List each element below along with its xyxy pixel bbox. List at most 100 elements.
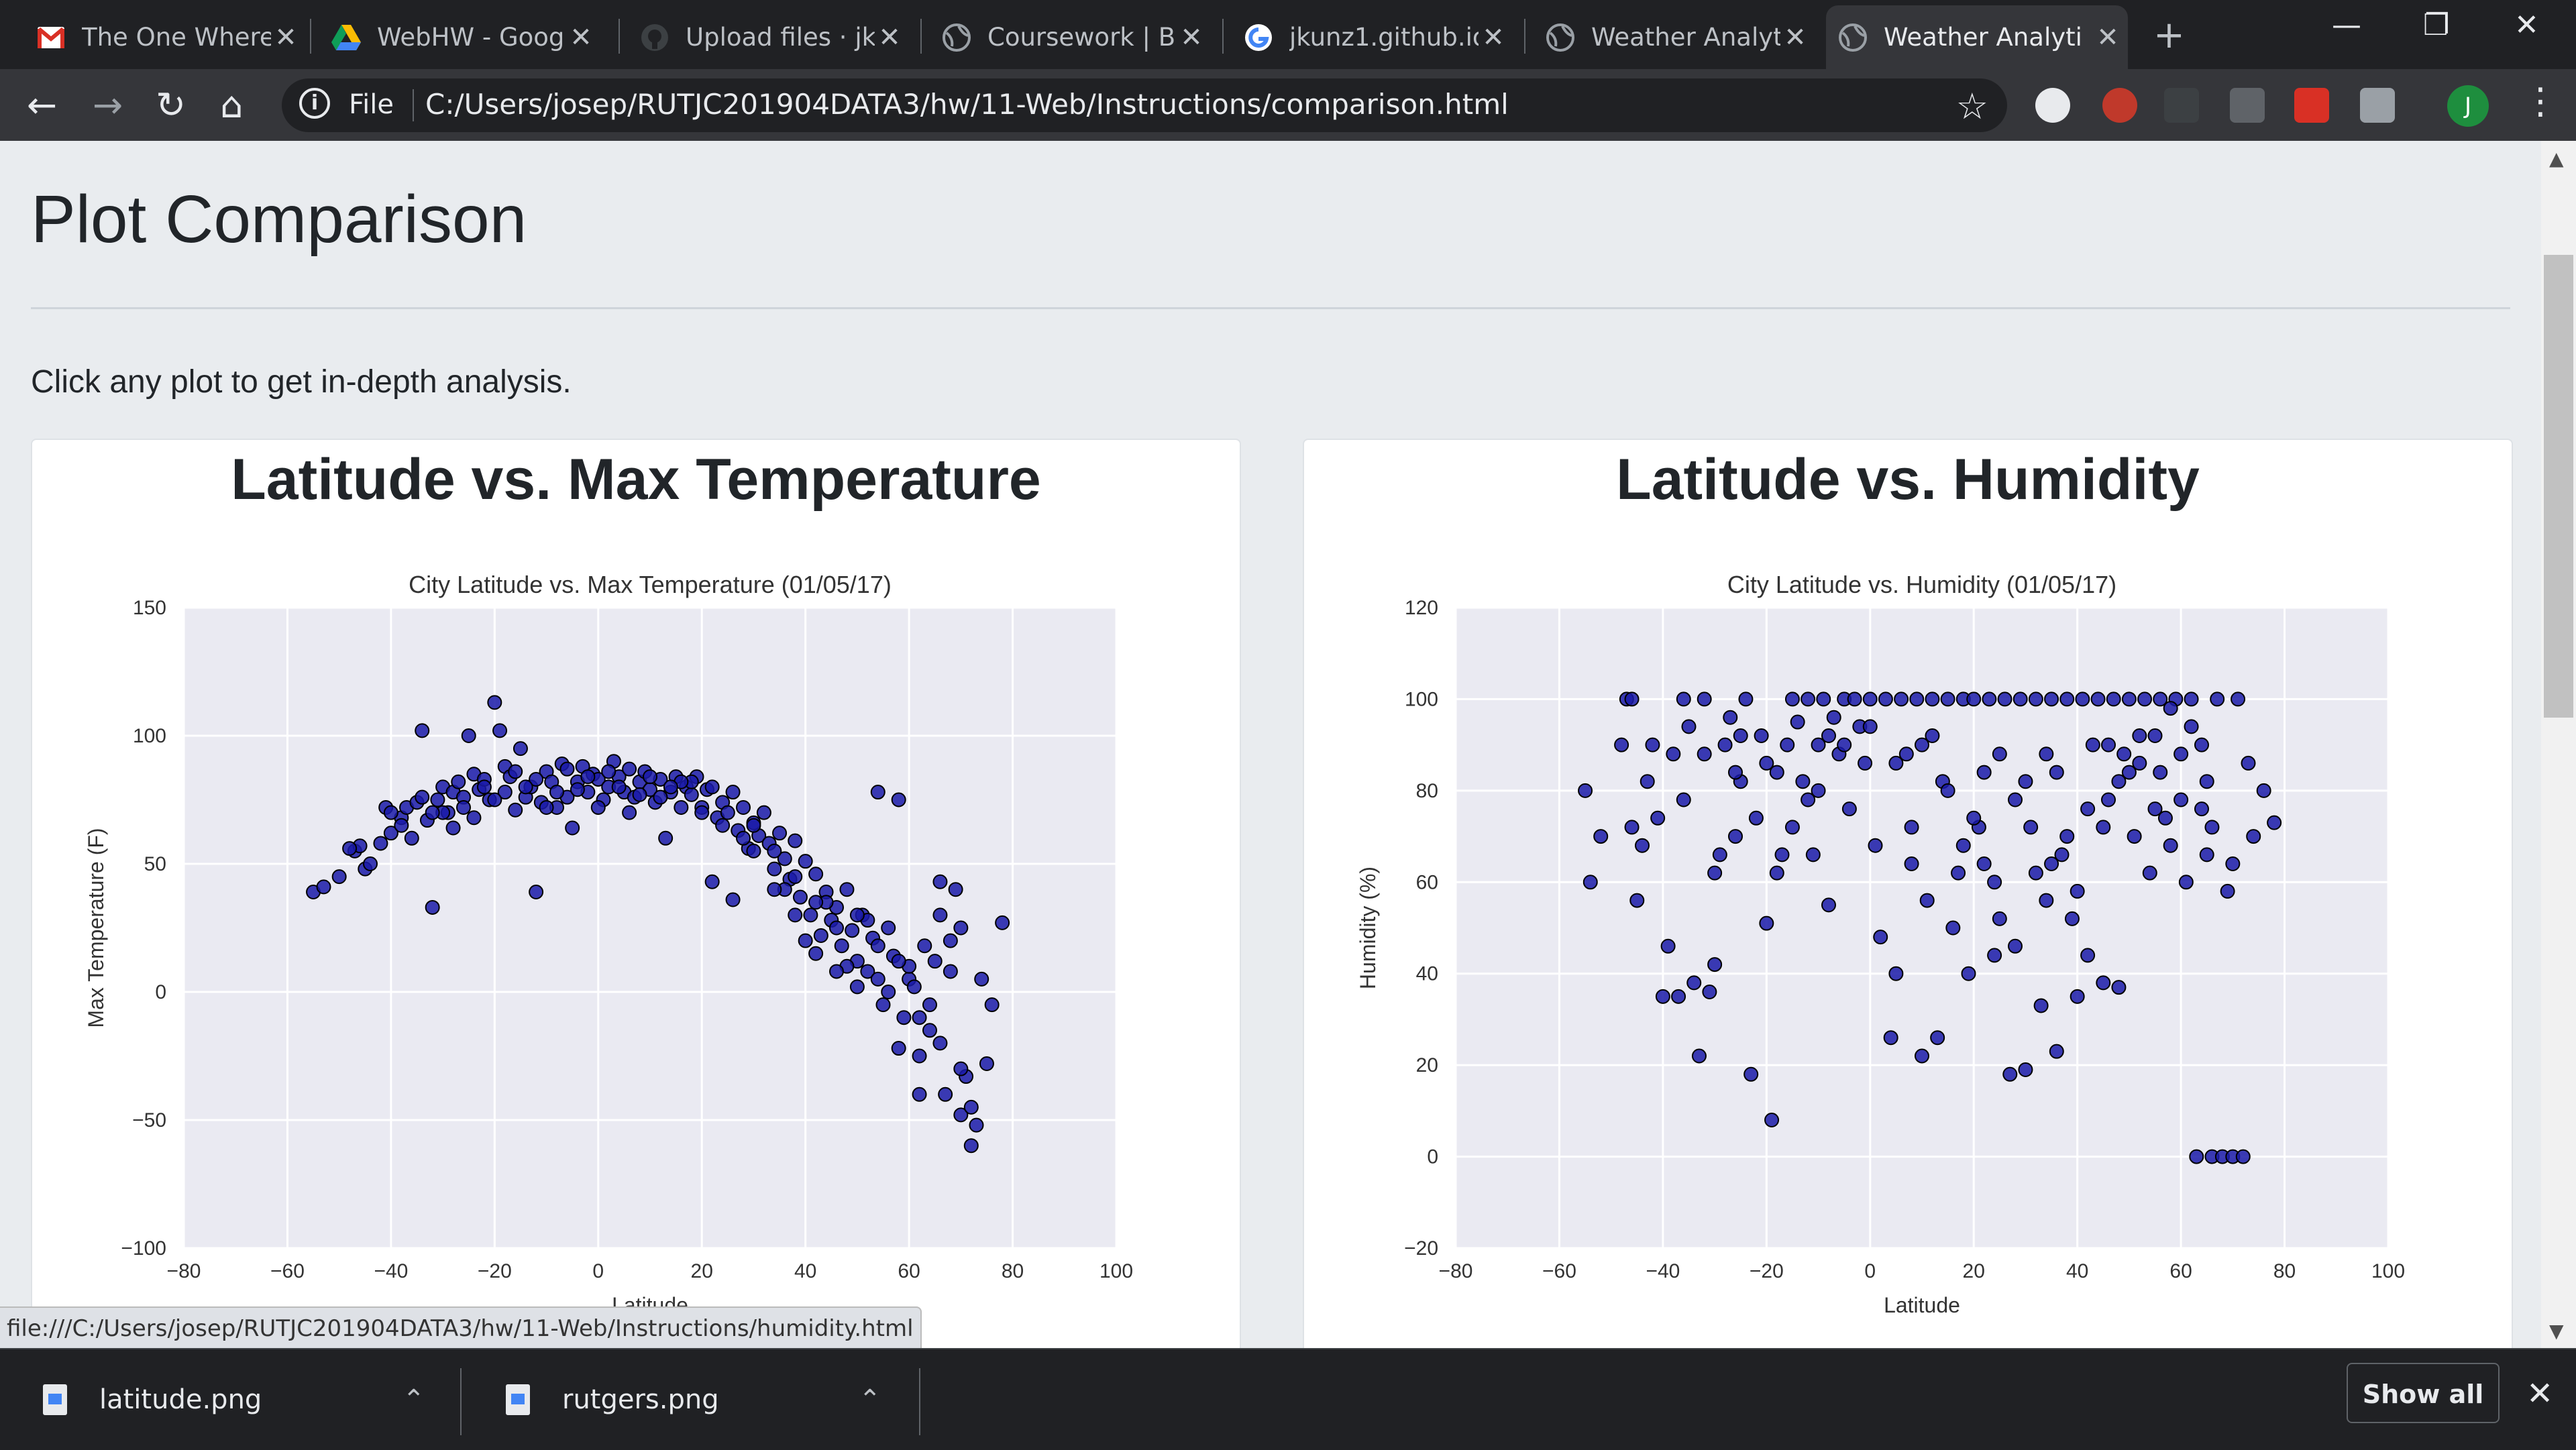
scatter-point [1909,691,1925,707]
chevron-up-icon[interactable]: ⌃ [859,1384,881,1415]
humidity-scatter-chart[interactable]: −80 −60 −40 −20 0 20 40 60 80 100 −20 0 20 40 60 80 100 1… [1304,440,2512,1348]
restore-icon[interactable]: ❐ [2423,8,2450,42]
scroll-down-icon[interactable]: ▼ [2549,1320,2564,1342]
scatter-point [2008,938,2023,954]
scatter-point [2220,883,2235,899]
pdf-extension-icon[interactable] [2294,88,2329,123]
download-item[interactable]: latitude.png ⌃ [0,1349,456,1450]
scatter-point [2147,728,2163,743]
reload-icon[interactable]: ↻ [156,84,186,126]
scrollbar-thumb[interactable] [2544,255,2573,718]
scatter-point [1992,746,2007,762]
extension-icon[interactable] [2035,88,2070,123]
plot-card-humidity[interactable]: Latitude vs. Humidity −80 −60 −40 −20 0 20 40 6… [1303,439,2513,1348]
scatter-point [1686,975,1702,991]
tab-github[interactable]: Upload files · jku ✕ [628,5,910,69]
show-all-button[interactable]: Show all [2347,1363,2500,1423]
scatter-point [788,869,803,885]
close-icon[interactable]: ✕ [1784,21,1807,53]
tab-google[interactable]: jkunz1.github.io ✕ [1232,5,1513,69]
card-heading: Latitude vs. Max Temperature [231,447,1041,512]
forward-icon[interactable]: → [93,84,123,126]
scatter-point [953,1061,969,1076]
close-icon[interactable]: ✕ [1482,21,1505,53]
scatter-point [1769,865,1784,881]
chevron-up-icon[interactable]: ⌃ [402,1384,425,1415]
scatter-point [1816,691,1831,707]
scatter-point [870,785,885,800]
scatter-point [736,830,751,846]
scatter-point [891,954,906,969]
scatter-point [2256,783,2271,798]
extension-icon[interactable] [2360,88,2395,123]
close-icon[interactable]: ✕ [570,21,592,53]
scatter-point [803,907,818,923]
scatter-point [2153,691,2168,707]
scatter-point [2121,691,2137,707]
scatter-point [2184,719,2199,734]
x-tick-label: 20 [1963,1260,1985,1282]
close-icon[interactable]: ✕ [2526,1375,2554,1412]
scatter-point [2127,829,2142,844]
url-text[interactable]: C:/Users/josep/RUTJC201904DATA3/hw/11-We… [425,88,1509,121]
window-close-icon[interactable]: ✕ [2514,8,2539,42]
download-filename: latitude.png [99,1384,262,1415]
temperature-scatter-chart[interactable]: −80 −60 −40 −20 0 20 40 60 80 100 −100 −50 0 50 100 150… [32,440,1240,1348]
tab-separator [1222,19,1224,54]
scatter-point [394,818,409,833]
github-icon [640,23,669,52]
scatter-point [948,882,963,897]
close-icon[interactable]: ✕ [274,21,297,53]
extension-icon[interactable] [2102,88,2137,123]
download-item[interactable]: rutgers.png ⌃ [463,1349,919,1450]
x-tick-label: 80 [2273,1260,2296,1282]
scatter-point [492,723,508,738]
scatter-point [363,856,378,871]
close-icon[interactable]: ✕ [878,21,901,53]
extension-icon[interactable] [2164,88,2199,123]
plot-card-temperature[interactable]: Latitude vs. Max Temperature −80 −60 −40 −2… [31,439,1241,1348]
scatter-point [425,805,440,820]
bookmark-star-icon[interactable]: ☆ [1955,85,1988,127]
close-icon[interactable]: ✕ [2096,21,2119,53]
scatter-point [466,810,482,826]
avatar[interactable]: J [2447,85,2489,127]
scroll-up-icon[interactable]: ▲ [2549,148,2564,170]
back-icon[interactable]: ← [27,84,58,126]
tab-weather-active[interactable]: Weather Analyti ✕ [1826,5,2128,69]
tab-coursework[interactable]: Coursework | Bo ✕ [930,5,1212,69]
scatter-point [2153,765,2168,780]
scatter-point [529,885,544,900]
menu-icon[interactable]: ⋮ [2522,80,2559,122]
scatter-point [580,769,596,785]
x-tick-label: 20 [691,1260,713,1282]
scatter-point [1691,1048,1707,1064]
new-tab-button[interactable]: + [2153,13,2185,57]
scatter-point [1811,737,1826,752]
scatter-point [932,874,948,889]
scatter-point [2241,755,2256,771]
tab-gmail[interactable]: The One Where ✕ [24,5,306,69]
home-icon[interactable]: ⌂ [220,84,244,126]
scatter-point [2018,1062,2033,1077]
tab-weather-1[interactable]: Weather Analyti ✕ [1534,5,1815,69]
minimize-icon[interactable]: — [2332,8,2361,42]
y-tick-label: −100 [121,1237,166,1260]
address-bar[interactable]: i File C:/Users/josep/RUTJC201904DATA3/h… [282,78,2007,132]
scatter-point [932,1036,948,1051]
drive-icon [331,23,361,52]
tab-drive[interactable]: WebHW - Goog ✕ [319,5,601,69]
info-icon[interactable]: i [299,88,330,119]
globe-icon [942,23,971,52]
y-tick-label: −50 [132,1109,166,1131]
scatter-point [1915,1048,1929,1064]
close-icon[interactable]: ✕ [1180,21,1203,53]
scatter-point [2142,865,2157,881]
scatter-point [487,695,502,710]
scatter-point [1805,847,1821,862]
scatter-point [2070,883,2085,899]
scatter-point [559,761,575,777]
pdf-extension-icon[interactable] [2230,88,2265,123]
scatter-point [891,792,906,807]
scatter-point [792,889,808,905]
